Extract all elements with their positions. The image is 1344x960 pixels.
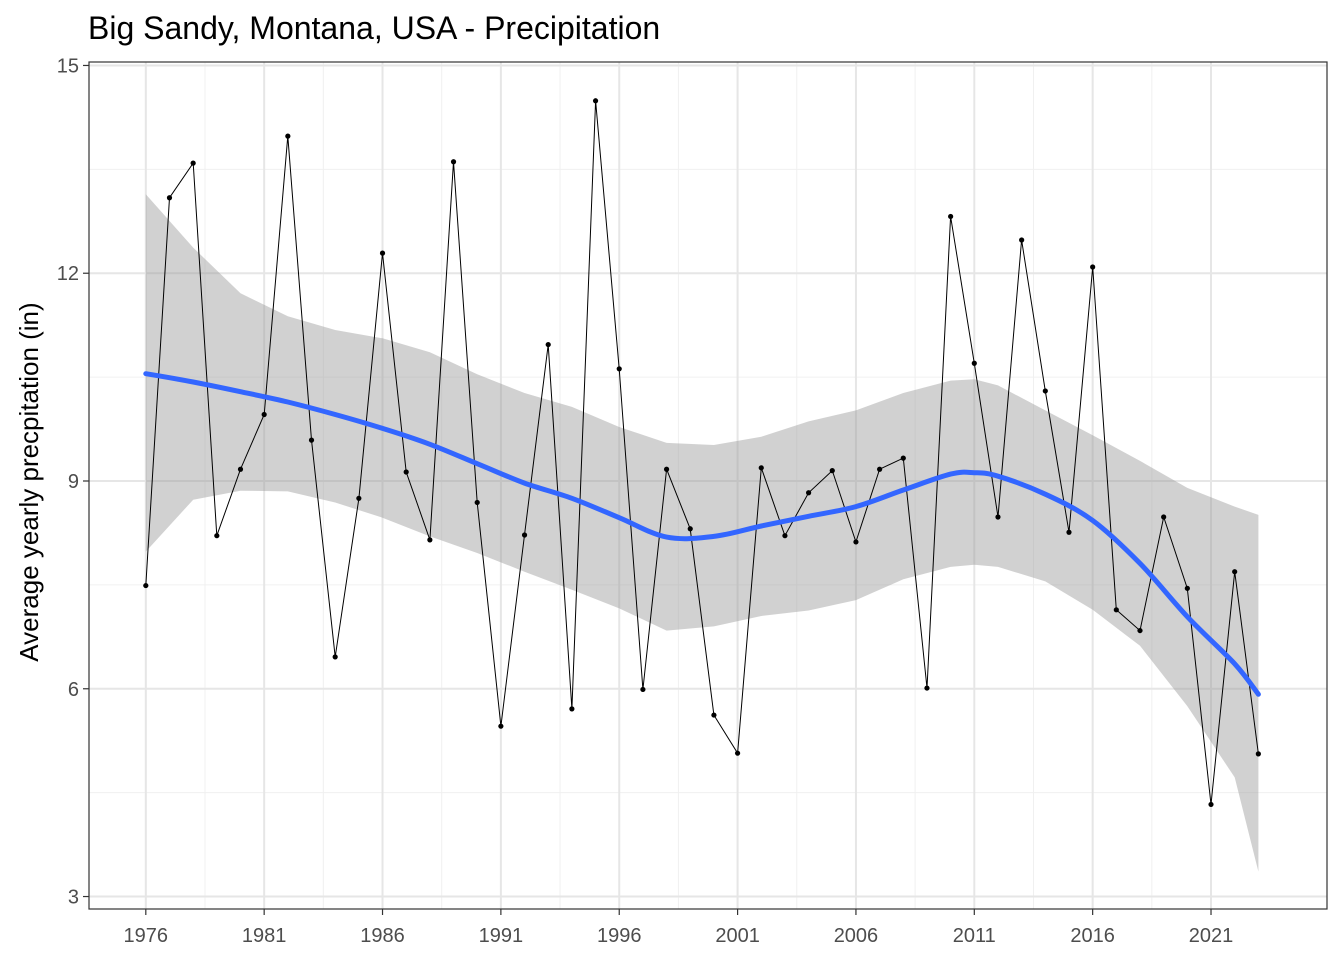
data-point xyxy=(592,98,599,104)
y-axis-title: Average yearly precpitation (in) xyxy=(14,302,44,661)
data-point xyxy=(711,712,717,718)
y-tick-label: 6 xyxy=(68,679,79,701)
data-point xyxy=(806,490,812,496)
data-point xyxy=(948,213,954,220)
data-point xyxy=(640,686,646,693)
x-tick-label: 1976 xyxy=(124,925,169,947)
data-point xyxy=(1019,237,1025,243)
data-point xyxy=(332,654,338,660)
observed-line xyxy=(145,100,1259,805)
data-point xyxy=(474,499,480,506)
data-point xyxy=(1232,569,1238,575)
data-point xyxy=(190,160,196,166)
data-point xyxy=(687,526,693,532)
chart-title: Big Sandy, Montana, USA - Precipitation xyxy=(88,10,660,46)
data-point xyxy=(900,455,906,461)
data-points xyxy=(143,98,1261,808)
data-point xyxy=(1161,514,1167,520)
x-tick-label: 2021 xyxy=(1189,925,1234,947)
data-point xyxy=(758,465,764,471)
y-tick-label: 9 xyxy=(68,471,79,493)
data-point xyxy=(1042,388,1048,394)
data-point xyxy=(1113,607,1119,613)
x-tick-label: 2011 xyxy=(953,925,996,947)
data-point xyxy=(403,469,409,475)
data-point xyxy=(1184,585,1190,591)
data-point xyxy=(1066,529,1072,535)
x-tick-label: 2001 xyxy=(715,925,760,947)
data-point xyxy=(356,495,362,501)
x-tick-label: 1986 xyxy=(360,925,405,947)
x-tick-label: 2006 xyxy=(834,925,879,947)
data-point xyxy=(1090,264,1096,270)
panel-border xyxy=(88,61,1328,910)
data-point xyxy=(1208,801,1214,808)
data-point xyxy=(663,466,670,472)
data-point xyxy=(521,532,528,538)
data-point xyxy=(569,706,575,712)
data-point xyxy=(308,437,315,443)
x-tick-label: 1981 xyxy=(242,925,287,947)
data-point xyxy=(853,539,859,545)
data-point xyxy=(782,533,788,539)
data-point xyxy=(924,685,930,691)
data-point xyxy=(214,533,220,539)
x-axis: 1976 1981 1986 1991 1996 2001 2006 2011 2016 2021 xyxy=(124,909,1234,947)
confidence-band xyxy=(145,194,1259,872)
data-point xyxy=(237,466,244,472)
data-point xyxy=(427,537,433,543)
data-point xyxy=(545,341,551,348)
grid-lines xyxy=(89,62,1327,909)
data-point xyxy=(1255,751,1261,757)
smooth-trend-line xyxy=(143,371,1261,697)
data-point xyxy=(450,159,457,165)
data-point xyxy=(261,411,267,418)
data-point xyxy=(143,582,149,589)
data-point xyxy=(877,466,883,472)
x-tick-label: 1996 xyxy=(597,925,642,947)
data-point xyxy=(498,723,504,729)
y-tick-label: 3 xyxy=(68,887,79,909)
y-tick-label: 15 xyxy=(57,55,79,77)
y-axis: 3 6 9 12 15 xyxy=(57,55,89,909)
data-point xyxy=(379,250,386,256)
data-point xyxy=(1137,627,1143,634)
data-point xyxy=(616,366,622,372)
data-point xyxy=(734,750,741,756)
data-point xyxy=(829,468,835,474)
plot-area: 1976 1981 1986 1991 1996 2001 2006 2011 2016 2021… xyxy=(57,55,1328,947)
data-point xyxy=(995,514,1001,520)
x-tick-label: 2016 xyxy=(1070,925,1115,947)
x-tick-label: 1991 xyxy=(479,925,524,947)
y-tick-label: 12 xyxy=(57,263,79,285)
data-point xyxy=(285,133,291,139)
data-point xyxy=(166,195,173,201)
data-point xyxy=(971,360,977,366)
